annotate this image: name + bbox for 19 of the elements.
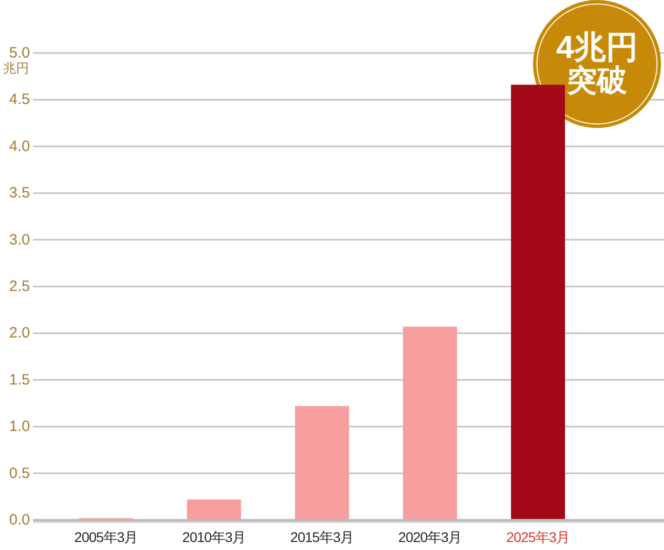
x-tick-label: 2005年3月 [74, 529, 138, 545]
y-tick-label: 3.5 [9, 184, 30, 202]
annotation: 突破 [566, 64, 627, 98]
y-tick-label: 0.5 [9, 464, 30, 482]
y-tick-label: 2.5 [9, 278, 30, 295]
y-tick-label: 5.0 [9, 44, 30, 62]
y-tick-label: 3.0 [9, 231, 30, 248]
y-tick-label: 1.5 [9, 371, 30, 388]
y-tick-label: 0.0 [9, 512, 30, 528]
y-tick-label: 2.0 [9, 324, 30, 342]
y-axis-title: 兆円 [3, 60, 29, 76]
annotation: 4兆円 [556, 29, 638, 65]
x-tick-label: 2015年3月 [290, 529, 354, 545]
y-tick-label: 4.5 [9, 91, 30, 108]
x-tick-label: 2020年3月 [398, 529, 462, 545]
y-tick-label: 1.0 [9, 418, 30, 436]
y-tick-label: 4.0 [9, 138, 30, 155]
x-tick-label: 2010年3月 [182, 529, 246, 545]
x-tick-label: 2025年3月 [506, 529, 570, 545]
